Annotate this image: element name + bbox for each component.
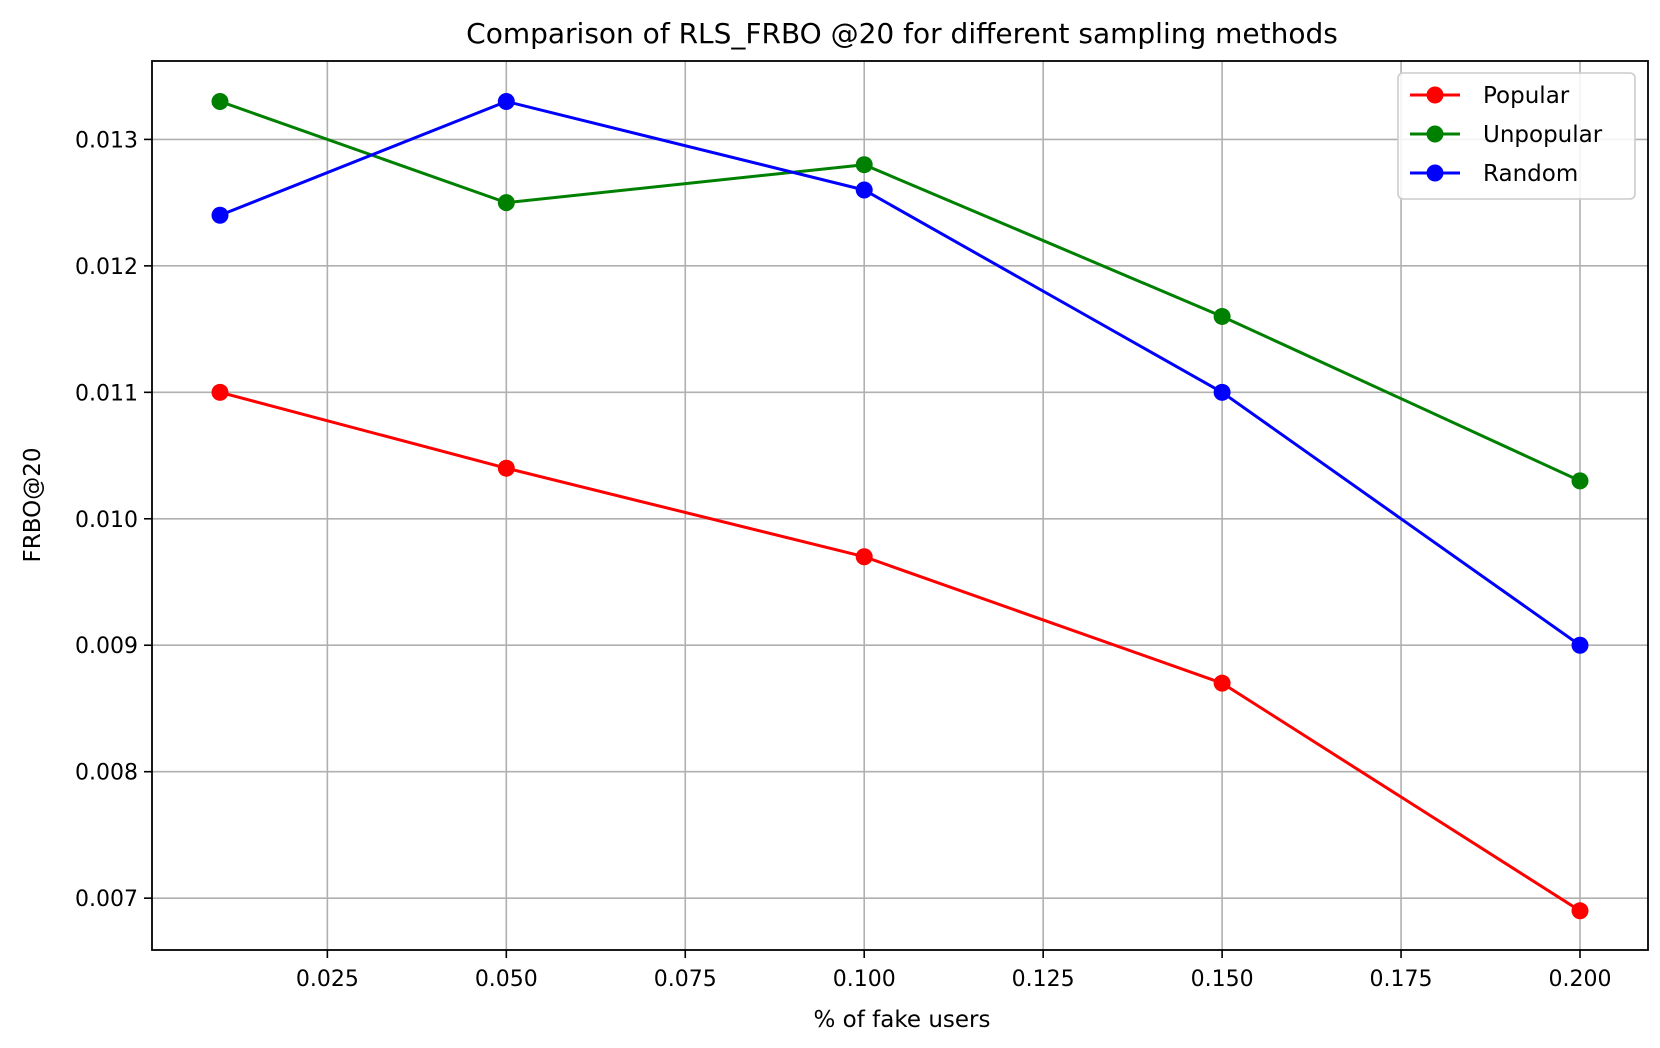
data-point-random <box>1213 383 1231 401</box>
legend-label-random: Random <box>1483 161 1578 187</box>
data-point-popular <box>855 548 873 566</box>
legend-item-unpopular: Unpopular <box>1410 122 1603 148</box>
legend-label-popular: Popular <box>1483 83 1570 109</box>
x-tick-label: 0.100 <box>833 967 896 992</box>
y-tick-label: 0.013 <box>75 128 138 153</box>
series-popular <box>211 383 1589 920</box>
series-unpopular <box>211 92 1589 490</box>
y-axis-label: FRBO@20 <box>20 448 46 563</box>
x-tick-label: 0.125 <box>1012 967 1075 992</box>
y-tick-label: 0.009 <box>75 634 138 659</box>
data-point-popular <box>1571 902 1589 920</box>
series-random <box>211 92 1589 654</box>
x-tick-label: 0.200 <box>1549 967 1612 992</box>
plot-frame <box>151 60 1649 951</box>
legend-marker-random <box>1426 164 1444 182</box>
data-point-random <box>1571 636 1589 654</box>
legend-box <box>1397 72 1636 200</box>
chart-title: Comparison of RLS_FRBO @20 for different… <box>466 17 1338 50</box>
data-point-unpopular <box>855 156 873 174</box>
data-point-unpopular <box>1213 307 1231 325</box>
x-tick-label: 0.175 <box>1370 967 1433 992</box>
y-tick-label: 0.010 <box>75 508 138 533</box>
legend-item-popular: Popular <box>1410 83 1570 109</box>
x-tick-label: 0.050 <box>475 967 538 992</box>
plot-area: 0.025 0.050 0.075 0.100 0.125 0.150 0.175 0.200… <box>75 60 1649 992</box>
grid-layer <box>152 61 1648 950</box>
legend-item-random: Random <box>1410 161 1578 187</box>
data-point-unpopular <box>497 194 515 212</box>
data-point-unpopular <box>211 92 229 110</box>
legend: Popular Unpopular Random <box>1397 72 1636 200</box>
y-tick-label: 0.011 <box>75 381 138 406</box>
x-axis-label: % of fake users <box>814 1007 991 1033</box>
tick-layer: 0.025 0.050 0.075 0.100 0.125 0.150 0.175 0.200… <box>75 128 1611 992</box>
legend-label-unpopular: Unpopular <box>1483 122 1603 148</box>
x-tick-label: 0.025 <box>296 967 359 992</box>
x-tick-label: 0.075 <box>654 967 717 992</box>
data-point-random <box>855 181 873 199</box>
data-point-random <box>497 92 515 110</box>
data-point-popular <box>211 383 229 401</box>
data-point-popular <box>1213 674 1231 692</box>
data-point-unpopular <box>1571 472 1589 490</box>
data-point-popular <box>497 459 515 477</box>
series-layer <box>211 92 1589 920</box>
data-point-random <box>211 206 229 224</box>
y-tick-label: 0.008 <box>75 761 138 786</box>
x-tick-label: 0.150 <box>1191 967 1254 992</box>
y-tick-label: 0.012 <box>75 255 138 280</box>
y-tick-label: 0.007 <box>75 887 138 912</box>
legend-marker-popular <box>1426 86 1444 104</box>
legend-marker-unpopular <box>1426 125 1444 143</box>
